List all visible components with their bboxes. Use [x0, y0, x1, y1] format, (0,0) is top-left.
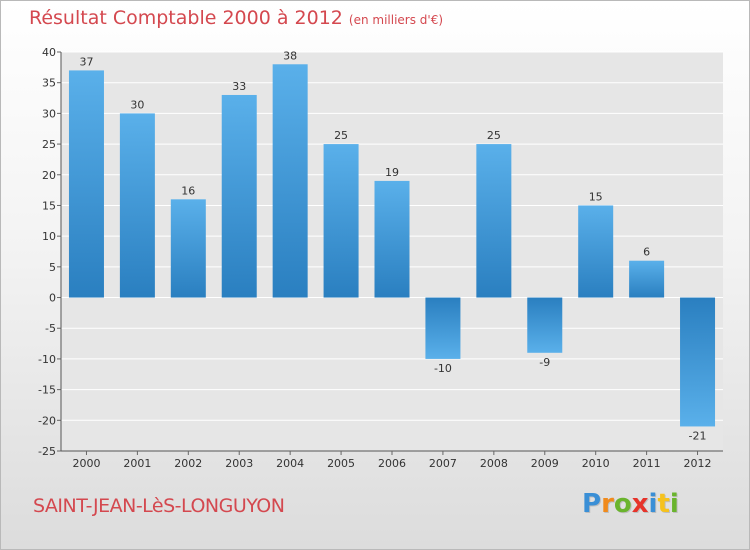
x-tick-label: 2000 [72, 457, 100, 470]
y-tick-label: -15 [38, 384, 56, 397]
bar [374, 180, 410, 298]
bar [323, 144, 359, 298]
x-tick-label: 2012 [684, 457, 712, 470]
bar-value-label: 30 [130, 98, 144, 111]
bar [425, 297, 461, 359]
bar [629, 260, 665, 298]
x-tick-label: 2011 [633, 457, 661, 470]
bar [68, 70, 104, 298]
proxiti-logo-letter: P [582, 489, 602, 519]
y-tick-label: 40 [42, 46, 56, 59]
x-tick-label: 2003 [225, 457, 253, 470]
y-tick-label: -25 [38, 445, 56, 458]
y-tick-label: 35 [42, 77, 56, 90]
y-tick-label: 15 [42, 199, 56, 212]
y-tick-label: 30 [42, 107, 56, 120]
y-tick-label: 25 [42, 138, 56, 151]
bar-value-label: 25 [334, 129, 348, 142]
x-tick-label: 2010 [582, 457, 610, 470]
x-tick-label: 2005 [327, 457, 355, 470]
chart-title-text: Résultat Comptable 2000 à 2012 [29, 7, 343, 29]
bar [119, 113, 155, 298]
bar-value-label: -10 [434, 362, 452, 375]
y-tick-label: 20 [42, 169, 56, 182]
x-tick-label: 2006 [378, 457, 406, 470]
proxiti-logo-letter: i [648, 489, 658, 519]
proxiti-logo-letter: i [669, 489, 679, 519]
y-tick-label: 0 [49, 292, 56, 305]
bar-value-label: -21 [689, 429, 707, 442]
proxiti-logo-letter: t [657, 489, 670, 519]
y-tick-label: 10 [42, 230, 56, 243]
x-tick-label: 2007 [429, 457, 457, 470]
x-tick-label: 2009 [531, 457, 559, 470]
bar-value-label: 38 [283, 49, 297, 62]
bar-value-label: 15 [589, 190, 603, 203]
proxiti-logo-letter: o [613, 489, 632, 519]
proxiti-logo-letter: x [631, 489, 649, 519]
bar [527, 297, 563, 353]
bar-value-label: 16 [181, 184, 195, 197]
bar [578, 205, 614, 298]
bar-value-label: 37 [79, 55, 93, 68]
x-tick-label: 2004 [276, 457, 304, 470]
proxiti-logo-letter: r [601, 489, 614, 519]
y-tick-label: -20 [38, 414, 56, 427]
x-tick-label: 2002 [174, 457, 202, 470]
x-tick-label: 2001 [123, 457, 151, 470]
commune-name: SAINT-JEAN-LèS-LONGUYON [33, 495, 285, 517]
bar-value-label: -9 [539, 356, 550, 369]
chart-title: Résultat Comptable 2000 à 2012 (en millie… [29, 7, 443, 29]
y-tick-label: -10 [38, 353, 56, 366]
bar-value-label: 6 [643, 246, 650, 259]
bar [476, 144, 512, 298]
bar [170, 199, 206, 298]
bar-value-label: 19 [385, 166, 399, 179]
bar [680, 297, 716, 427]
bar [272, 64, 308, 298]
y-tick-label: -5 [45, 322, 56, 335]
chart-subtitle: (en milliers d'€) [348, 13, 444, 27]
y-tick-label: 5 [49, 261, 56, 274]
bar-value-label: 25 [487, 129, 501, 142]
proxiti-logo: Proxiti [582, 489, 679, 519]
bar [221, 94, 257, 298]
bar-value-label: 33 [232, 80, 246, 93]
x-tick-label: 2008 [480, 457, 508, 470]
